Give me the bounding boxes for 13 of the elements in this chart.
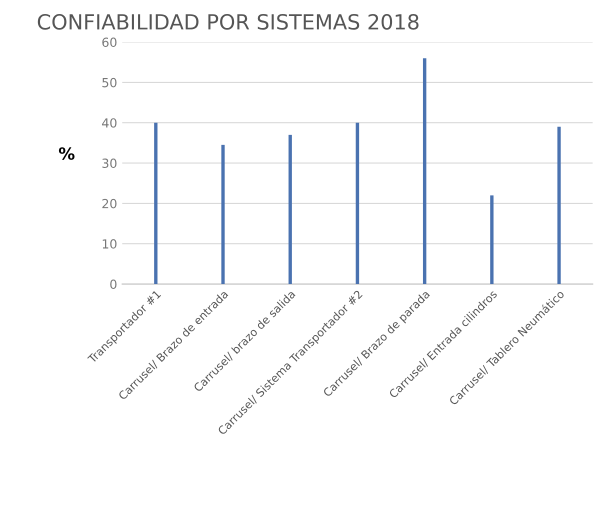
y-axis-title: % bbox=[58, 147, 75, 160]
y-tick-label: 40 bbox=[102, 118, 117, 128]
y-tick-label: 20 bbox=[102, 198, 117, 208]
y-tick-label: 0 bbox=[110, 280, 117, 289]
y-tick-label: 30 bbox=[102, 158, 117, 168]
chart-title: CONFIABILIDAD POR SISTEMAS 2018 bbox=[38, 14, 419, 30]
y-tick-label: 50 bbox=[102, 78, 117, 88]
bar bbox=[154, 122, 158, 284]
y-tick-label: 60 bbox=[102, 38, 117, 48]
bar bbox=[422, 58, 426, 284]
bar bbox=[288, 134, 292, 284]
y-tick-label: 10 bbox=[102, 239, 117, 249]
bar bbox=[490, 195, 494, 284]
